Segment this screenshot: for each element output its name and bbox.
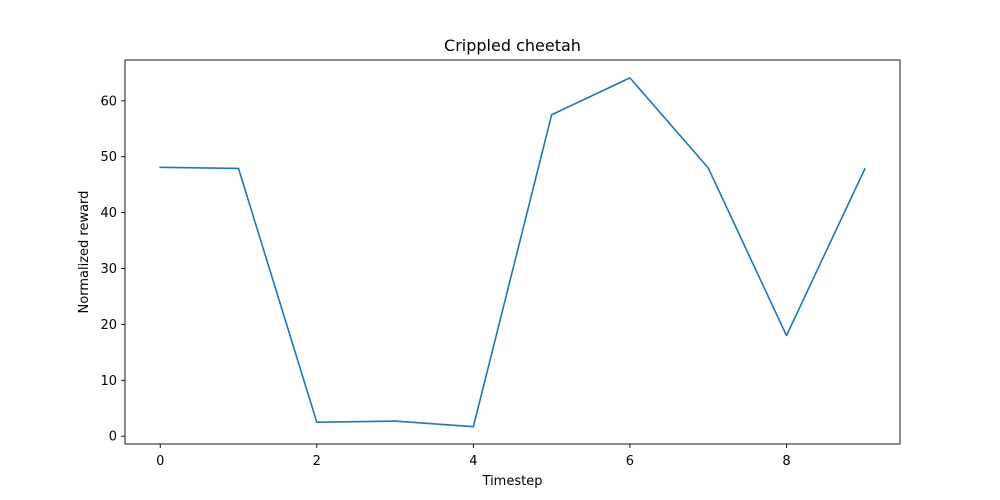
x-tick-label: 4: [469, 454, 477, 469]
y-tick-label: 20: [100, 318, 117, 333]
y-tick-label: 30: [100, 262, 117, 277]
plot-area: 0 2 4 6 8 0 10 20 30 40 50 60: [100, 59, 901, 469]
x-axis-label: Timestep: [482, 474, 543, 489]
x-tick-label: 2: [313, 454, 321, 469]
plot-frame: [124, 59, 901, 445]
y-tick-label: 40: [100, 206, 117, 221]
y-tick-label: 10: [100, 374, 117, 389]
x-tick-label: 6: [626, 454, 634, 469]
x-tick-label: 8: [782, 454, 790, 469]
y-axis-label: Normalized reward: [77, 191, 92, 314]
x-tick-label: 0: [156, 454, 164, 469]
y-tick-label: 50: [100, 150, 117, 165]
y-tick-label: 60: [100, 94, 117, 109]
chart-title: Crippled cheetah: [444, 36, 581, 55]
y-tick-label: 0: [109, 430, 117, 445]
series-line-0: [159, 77, 866, 428]
